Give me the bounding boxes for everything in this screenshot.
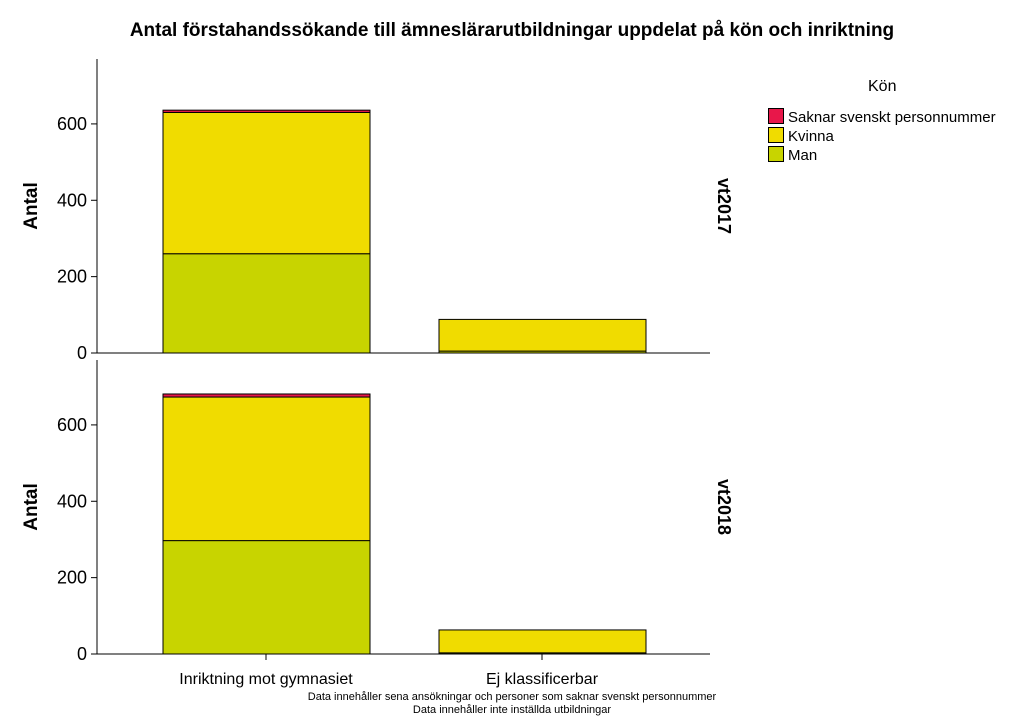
legend-label: Man [788,147,818,164]
legend-item-man: Man [768,146,817,164]
bar-vt2018-1-kvinna [438,629,647,654]
legend-item-no-personnummer: Saknar svenskt personnummer [768,108,996,126]
legend-swatch-man [768,146,784,162]
y-tick-label: 200 [57,568,87,588]
y-axis-title: Antal [21,182,42,230]
x-tick-label: Inriktning mot gymnasiet [179,671,353,688]
bar-vt2018-0-man [162,540,371,655]
bar-vt2018-0-saknar-svenskt-personnummer [162,393,371,398]
footnote-2: Data innehåller inte inställda utbildnin… [412,704,612,716]
y-tick-label: 0 [77,343,87,363]
chart-title: Antal förstahandssökande till ämneslärar… [129,20,895,41]
footnote-1: Data innehåller sena ansökningar och per… [307,691,717,703]
y-tick-label: 200 [57,267,87,287]
panel-label-vt2017: vt2017 [714,178,734,234]
bar-vt2017-1-kvinna [438,318,647,352]
bar-vt2017-0-saknar-svenskt-personnummer [162,109,371,113]
bar-vt2018-0-kvinna [162,396,371,542]
y-axis-title: Antal [21,483,42,531]
legend-item-kvinna: Kvinna [768,127,834,145]
bar-vt2017-0-kvinna [162,111,371,255]
legend-title: Kön [868,78,897,95]
bar-vt2017-0-man [162,253,371,354]
y-tick-label: 400 [57,491,87,511]
legend-swatch-kvinna [768,127,784,143]
y-tick-label: 600 [57,114,87,134]
panel-label-vt2018: vt2018 [714,479,734,535]
y-tick-label: 0 [77,644,87,664]
y-tick-label: 400 [57,190,87,210]
legend-label: Kvinna [788,128,834,145]
y-tick-label: 600 [57,415,87,435]
legend-swatch-no-personnummer [768,108,784,124]
legend-label: Saknar svenskt personnummer [788,109,996,126]
x-tick-label: Ej klassificerbar [486,671,599,688]
